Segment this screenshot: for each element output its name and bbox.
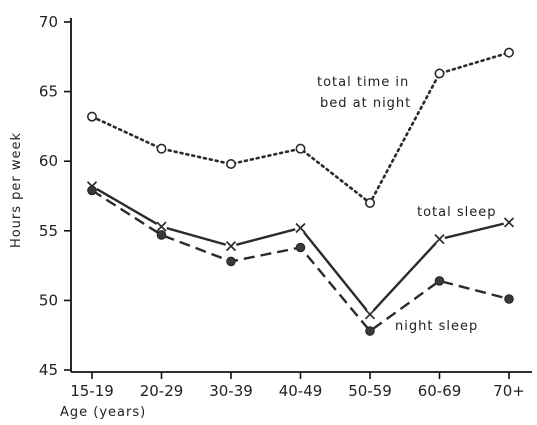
annotation-bed-line1: total time in [317,75,409,90]
series-0-point-1 [156,143,167,154]
series-0-point-4 [364,197,375,208]
series-2-point-1 [156,230,167,240]
series-layer [86,47,515,336]
axes [70,18,532,373]
series-2-point-3 [295,242,306,253]
annotations: total time in bed at night total sleep n… [317,75,497,334]
x-tick-label-0: 15-19 [70,382,114,400]
series-2-point-2 [226,256,236,267]
y-tick-label-60: 60 [39,152,58,170]
x-tick-label-4: 50-59 [348,382,392,400]
annotation-night-sleep: night sleep [395,319,478,334]
series-1-point-6 [503,217,515,228]
series-0-point-2 [226,158,237,169]
x-tick-label-6: 70+ [493,382,525,400]
x-ticks: 15-19 20-29 30-39 40-49 50-59 60-69 70+ [70,372,525,400]
series-2-point-0 [87,185,97,196]
y-ticks: 45 50 55 60 65 70 [39,13,71,379]
series-0-point-3 [295,143,306,154]
series-2 [87,185,514,336]
series-line-0 [90,51,511,205]
series-1-point-1 [156,221,167,232]
series-0 [87,47,514,208]
series-2-point-4 [365,326,375,336]
y-tick-label-65: 65 [39,83,58,101]
series-1-point-2 [225,241,237,252]
series-0-point-0 [87,111,98,122]
y-tick-label-50: 50 [39,291,58,309]
series-0-point-6 [503,47,514,58]
series-2-point-5 [434,276,445,286]
series-2-point-6 [504,294,514,304]
x-tick-label-3: 40-49 [279,382,323,400]
y-tick-label-45: 45 [39,361,58,379]
series-1-point-4 [364,309,376,320]
x-tick-label-1: 20-29 [140,382,184,400]
y-tick-label-55: 55 [39,222,58,240]
annotation-total-sleep: total sleep [417,205,497,220]
y-tick-label-70: 70 [39,13,58,31]
x-tick-label-5: 60-69 [418,382,462,400]
series-0-point-5 [434,68,445,79]
series-1-point-5 [434,234,445,245]
y-axis-title: Hours per week [9,132,24,248]
x-axis-title: Age (years) [60,405,146,420]
annotation-bed-line2: bed at night [320,96,411,111]
series-1-point-3 [295,222,306,234]
x-tick-label-2: 30-39 [209,382,253,400]
